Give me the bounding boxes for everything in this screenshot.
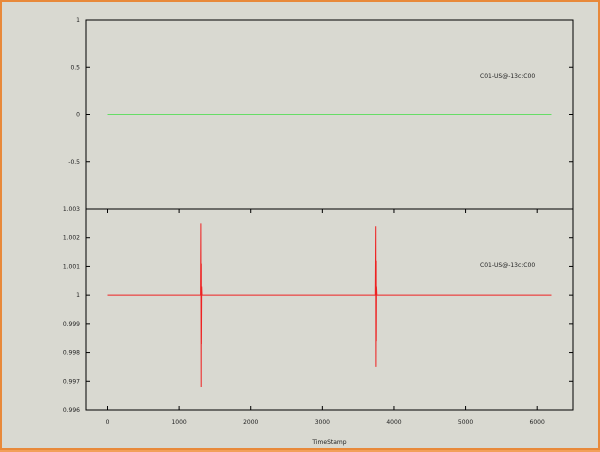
bottom-x-axis-label: TimeStamp <box>311 439 346 446</box>
top-y-tick-label: 0 <box>76 112 80 119</box>
bottom-x-tick-label: 5000 <box>458 419 473 426</box>
bottom-y-tick-label: 1 <box>76 292 80 299</box>
bottom-series-line <box>107 223 552 388</box>
bottom-x-tick-label: 0 <box>106 419 110 426</box>
bottom-legend-label: C01-US@-13c:C00 <box>480 262 535 269</box>
bottom-y-tick-label: 1.002 <box>63 235 80 242</box>
top-y-tick-label: -0.5 <box>68 159 80 166</box>
top-legend-label: C01-US@-13c:C00 <box>480 73 535 80</box>
bottom-y-tick-label: 0.998 <box>63 350 80 357</box>
bottom-x-tick-label: 2000 <box>243 419 258 426</box>
bottom-x-tick-label: 4000 <box>386 419 401 426</box>
bottom-y-tick-label: 0.999 <box>63 321 80 328</box>
bottom-y-tick-label: 0.997 <box>63 378 80 385</box>
bottom-y-tick-label: 1.003 <box>63 206 80 213</box>
bottom-x-tick-label: 6000 <box>530 419 545 426</box>
bottom-x-tick-label: 1000 <box>171 419 186 426</box>
top-y-tick-label: 1 <box>76 17 80 24</box>
bottom-x-tick-label: 3000 <box>315 419 330 426</box>
bottom-y-tick-label: 1.001 <box>63 263 80 270</box>
top-plot-panel: -0.5 0 0.5 1 C01-US@-13c:C00 <box>68 17 574 210</box>
top-y-tick-label: 0.5 <box>70 64 80 71</box>
bottom-plot-frame <box>85 208 574 411</box>
bottom-plot-panel: 0.996 0.997 0.998 0.999 1 1.001 1.002 1.003 0 100… <box>63 206 574 446</box>
bottom-y-tick-label: 0.996 <box>63 407 80 414</box>
